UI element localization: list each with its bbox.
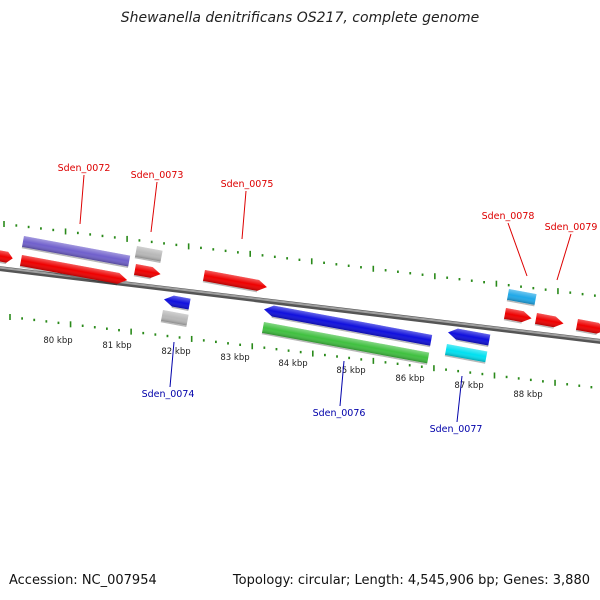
scale-label-2: 82 kbp xyxy=(161,347,190,357)
labels-layer: 80 kbp 81 kbp 82 kbp 83 kbp 84 kbp 85 kbp 86 k… xyxy=(43,163,597,435)
gene-sden-0078-bar[interactable] xyxy=(506,289,537,307)
gene-label-sden-0077[interactable]: Sden_0077 xyxy=(430,424,483,435)
gene-edge-right-arrow[interactable] xyxy=(575,319,600,336)
gene-sden-0073-bar[interactable] xyxy=(134,246,163,264)
gene-label-sden-0072[interactable]: Sden_0072 xyxy=(58,163,111,174)
callout-line xyxy=(456,375,463,423)
gene-forward-arrow-2[interactable] xyxy=(133,264,162,280)
gene-sden-0072-bar[interactable] xyxy=(21,236,131,268)
gene-sden-0077-bar[interactable] xyxy=(444,344,488,364)
callout-line xyxy=(79,174,85,225)
scale-label-4: 84 kbp xyxy=(278,359,307,369)
gene-label-sden-0074[interactable]: Sden_0074 xyxy=(142,389,195,400)
callout-line xyxy=(150,181,158,233)
gene-sden-0079-arrow[interactable] xyxy=(534,313,565,330)
genome-stats-label: Topology: circular; Length: 4,545,906 bp… xyxy=(232,573,590,588)
gene-sden-0074-bar[interactable] xyxy=(160,310,189,328)
gene-reverse-arrow-3[interactable] xyxy=(447,327,491,347)
callout-line xyxy=(169,341,175,388)
gene-label-sden-0076[interactable]: Sden_0076 xyxy=(313,408,366,419)
gene-reverse-arrow-2[interactable] xyxy=(263,304,433,348)
scale-label-5: 85 kbp xyxy=(336,366,365,376)
tick-ring-layer xyxy=(3,221,596,389)
gene-sden-0076-bar[interactable] xyxy=(261,322,430,365)
gene-sden-0075-arrow[interactable] xyxy=(202,270,268,293)
gene-edge-left-arrow[interactable] xyxy=(0,250,14,265)
scale-label-3: 83 kbp xyxy=(220,353,249,363)
callout-line xyxy=(339,360,345,407)
scale-label-6: 86 kbp xyxy=(395,374,424,384)
scale-label-1: 81 kbp xyxy=(102,341,131,351)
gene-label-sden-0079[interactable]: Sden_0079 xyxy=(545,222,598,233)
accession-label: Accession: NC_007954 xyxy=(9,573,157,588)
gene-label-sden-0078[interactable]: Sden_0078 xyxy=(482,211,535,222)
gene-reverse-arrow-1[interactable] xyxy=(163,294,191,312)
gene-label-sden-0075[interactable]: Sden_0075 xyxy=(221,179,274,190)
callout-line xyxy=(241,190,247,240)
gene-forward-arrow-1[interactable] xyxy=(19,255,128,286)
genes-layer xyxy=(0,236,600,365)
gene-sden-0078-arrow[interactable] xyxy=(503,308,533,325)
scale-label-0: 80 kbp xyxy=(43,336,72,346)
scale-label-7: 87 kbp xyxy=(454,381,483,391)
callout-line xyxy=(556,233,572,281)
genome-title: Shewanella denitrificans OS217, complete… xyxy=(120,10,480,26)
scale-label-8: 88 kbp xyxy=(513,390,542,400)
callout-line xyxy=(507,222,528,277)
gene-label-sden-0073[interactable]: Sden_0073 xyxy=(131,170,184,181)
